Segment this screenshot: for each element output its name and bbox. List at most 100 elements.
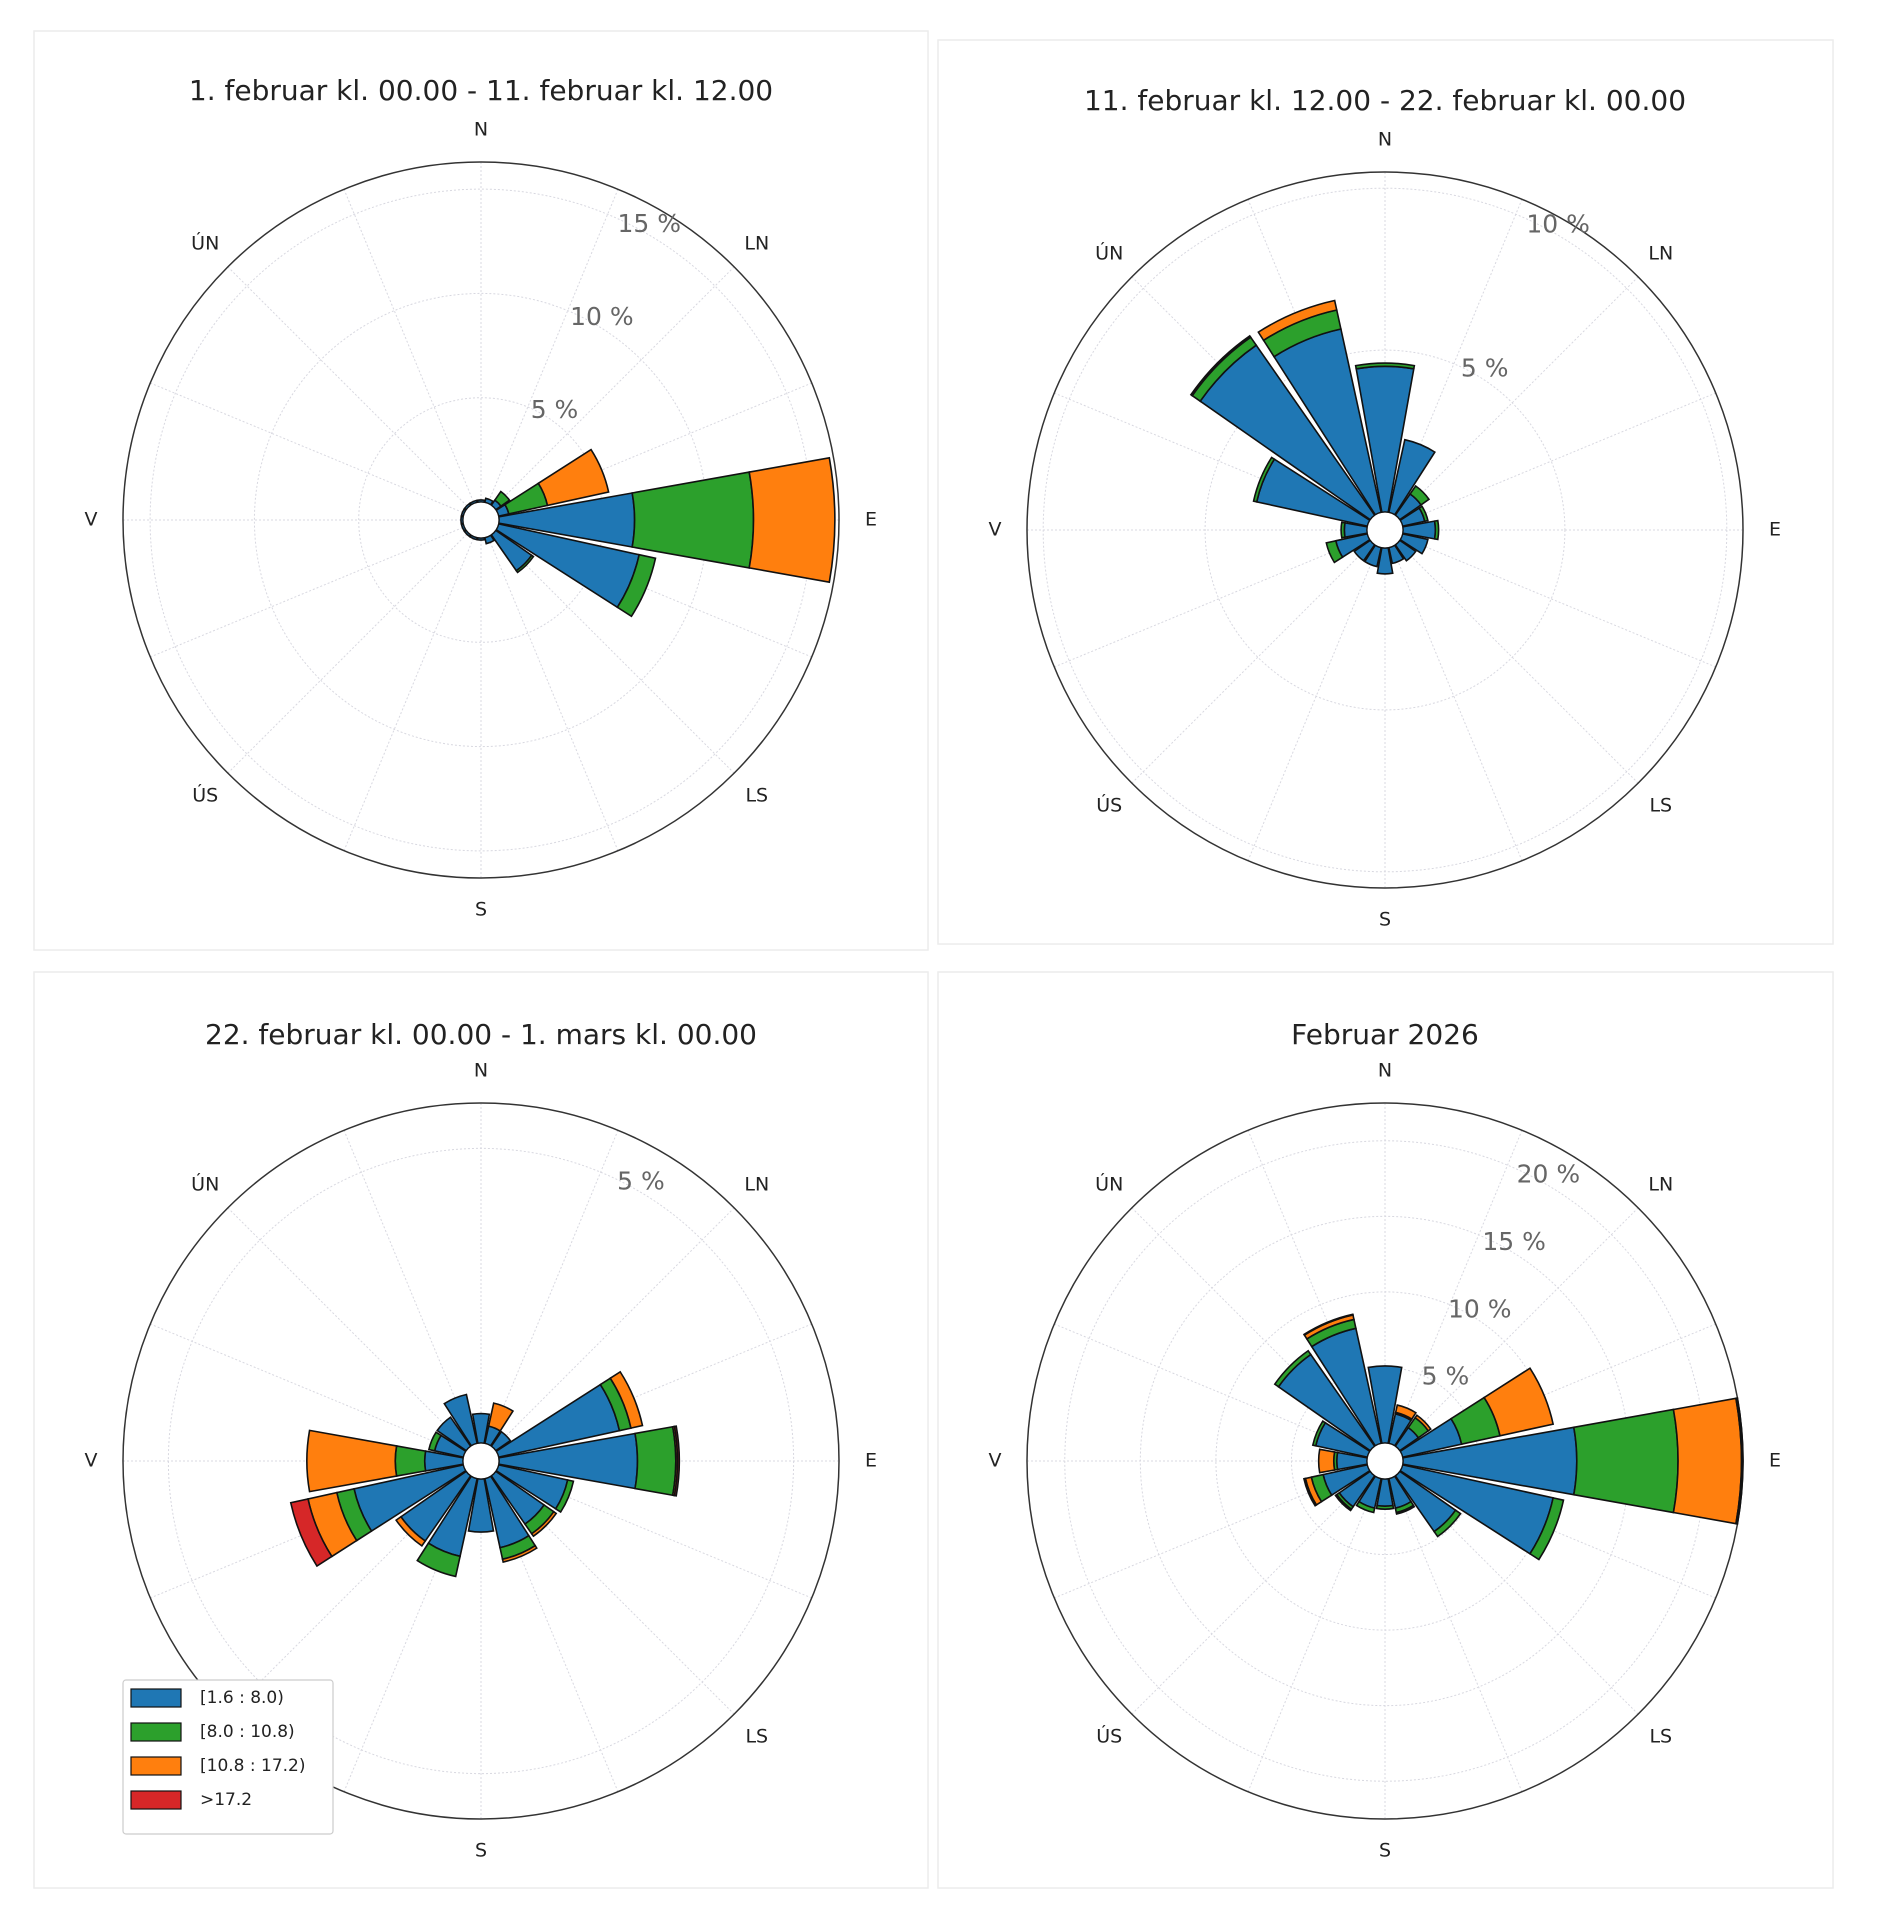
direction-label: LS (745, 1725, 768, 1747)
rose-segment (1252, 456, 1276, 503)
direction-label: ÚN (1095, 241, 1123, 265)
rose-segment (487, 1402, 515, 1433)
radial-grid-line (1384, 529, 1523, 861)
radial-tick-label: 15 % (617, 209, 681, 238)
radial-grid-line (343, 189, 482, 521)
rose-segment (1273, 1349, 1312, 1388)
grid-circle (167, 1147, 795, 1775)
chart-title: Februar 2026 (1291, 1018, 1479, 1051)
radial-tick-label: 15 % (1482, 1227, 1546, 1256)
rose-segment (1317, 1448, 1336, 1474)
rose-segment (609, 1370, 644, 1430)
rose-segment (1414, 1414, 1432, 1432)
radial-grid-line (1384, 529, 1639, 784)
legend-label: [10.8 : 17.2) (200, 1756, 306, 1776)
legend-swatch (130, 1756, 182, 1776)
panel-frame (937, 971, 1834, 1889)
radial-grid-line (227, 519, 482, 774)
direction-label: E (865, 509, 877, 531)
legend-swatch (130, 1790, 182, 1810)
direction-label: ÚN (191, 1172, 219, 1196)
rose-segment (1257, 299, 1338, 342)
rose-segment (631, 471, 755, 569)
radial-grid-line (1384, 529, 1716, 668)
radial-tick-label: 10 % (1448, 1294, 1512, 1323)
rose-segment (634, 1425, 677, 1497)
direction-label: ÚN (191, 231, 219, 255)
direction-label: S (1379, 909, 1391, 931)
rose-segment (501, 1544, 538, 1563)
direction-label: V (989, 1450, 1002, 1472)
panel-frame (33, 30, 929, 951)
direction-label: S (475, 899, 487, 921)
chart-title: 1. februar kl. 00.00 - 11. februar kl. 1… (189, 74, 773, 107)
rose-segment (1340, 521, 1346, 539)
rose-segment (427, 1431, 443, 1452)
outer-circle (122, 1102, 840, 1820)
direction-label: ÚS (1096, 1723, 1122, 1747)
radial-tick-label: 5 % (617, 1166, 665, 1195)
direction-label: N (1378, 129, 1392, 151)
legend-label: >17.2 (200, 1790, 252, 1810)
legend-label: [1.6 : 8.0) (200, 1688, 284, 1708)
radial-grid-line (1384, 392, 1716, 531)
rose-segment (1433, 1509, 1462, 1538)
rose-segment (1354, 362, 1416, 370)
rose-segment (1325, 539, 1344, 564)
rose-segment (1189, 334, 1252, 397)
grid-circle (1042, 187, 1728, 873)
rose-segment (1355, 1500, 1376, 1514)
rose-segment (1375, 1504, 1395, 1511)
rose-segment (395, 1515, 427, 1547)
direction-label: S (1379, 1840, 1391, 1862)
radial-grid-line (343, 519, 482, 851)
direction-label: S (475, 1840, 487, 1862)
rose-segment (616, 553, 657, 618)
outer-circle (122, 161, 840, 879)
direction-label: LN (1648, 243, 1673, 265)
rose-segment (1394, 1404, 1417, 1421)
rose-segment (537, 448, 610, 507)
legend-label: [8.0 : 10.8) (200, 1722, 295, 1742)
direction-label: N (474, 1060, 488, 1082)
direction-label: V (85, 1450, 98, 1472)
radial-tick-label: 10 % (1526, 209, 1590, 238)
panel-frame (937, 39, 1834, 945)
rose-segment (554, 1479, 575, 1514)
rose-segment (1302, 1477, 1318, 1507)
radial-tick-label: 20 % (1517, 1160, 1581, 1189)
center-hole (462, 1442, 500, 1480)
rose-segment (306, 1429, 398, 1493)
grid-circle (1064, 1140, 1706, 1782)
direction-label: E (865, 1450, 877, 1472)
direction-label: N (1378, 1060, 1392, 1082)
rose-segment (289, 1497, 333, 1568)
rose-segment (1302, 1313, 1354, 1337)
direction-label: LN (744, 1174, 769, 1196)
rose-segment (1528, 1496, 1565, 1561)
rose-segment (1672, 1397, 1743, 1525)
radial-grid-line (150, 519, 482, 658)
rose-segment (1334, 1493, 1353, 1512)
direction-label: N (474, 119, 488, 141)
radial-tick-label: 5 % (1422, 1362, 1470, 1391)
rose-segment (416, 1542, 462, 1578)
radial-grid-line (1247, 1460, 1386, 1792)
rose-segment (1735, 1397, 1744, 1525)
center-hole (1366, 511, 1404, 549)
direction-label: V (989, 519, 1002, 541)
radial-grid-line (227, 266, 482, 521)
chart-title: 11. februar kl. 12.00 - 22. februar kl. … (1084, 84, 1686, 117)
rose-segment (493, 490, 511, 508)
panel-frame (33, 971, 929, 1889)
radial-tick-label: 5 % (1461, 354, 1509, 383)
direction-label: LS (745, 784, 768, 806)
direction-label: LS (1649, 1725, 1672, 1747)
rose-segment (1408, 484, 1431, 507)
radial-tick-label: 5 % (531, 395, 579, 424)
direction-label: E (1769, 1450, 1781, 1472)
direction-label: LN (744, 233, 769, 255)
direction-label: LS (1649, 794, 1672, 816)
rose-segment (530, 1510, 558, 1538)
